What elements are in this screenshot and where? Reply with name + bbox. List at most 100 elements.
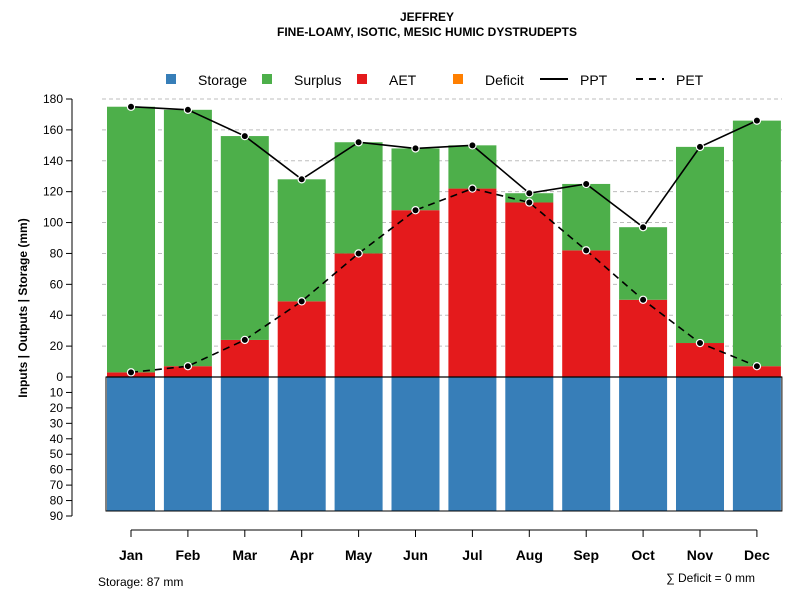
storage-bar <box>107 377 155 512</box>
lines <box>126 102 762 377</box>
legend-swatch <box>357 74 367 84</box>
y-tick-label: 40 <box>50 432 64 446</box>
pet-line-point <box>752 361 762 371</box>
chart-subtitle: FINE-LOAMY, ISOTIC, MESIC HUMIC DYSTRUDE… <box>277 25 577 39</box>
ppt-line-point <box>638 222 648 232</box>
storage-bar <box>277 377 326 512</box>
surplus-bar <box>619 227 668 300</box>
bars <box>107 106 781 512</box>
y-tick-label: 120 <box>43 185 63 199</box>
x-tick-label: Jan <box>119 547 143 563</box>
x-tick-label: Jun <box>403 547 428 563</box>
surplus-bar <box>676 146 724 344</box>
aet-bar <box>220 339 269 377</box>
ppt-line-point <box>695 142 705 152</box>
aet-bar <box>562 250 611 377</box>
y-tick-label: 100 <box>43 216 63 230</box>
y-tick-label: 20 <box>50 401 64 415</box>
aet-bar <box>391 210 440 377</box>
y-axis-label: Inputs | Outputs | Storage (mm) <box>16 218 30 397</box>
legend-label: PPT <box>580 72 608 88</box>
chart-title: JEFFREY <box>400 10 454 24</box>
surplus-bar <box>107 106 155 373</box>
storage-bar <box>163 377 212 512</box>
y-tick-label: 10 <box>50 385 64 399</box>
storage-bar <box>505 377 554 512</box>
ppt-line-point <box>183 105 193 115</box>
ppt-line-point <box>411 144 420 153</box>
aet-bar <box>619 299 668 377</box>
pet-line-point <box>638 295 648 304</box>
pet-line-point <box>297 297 306 306</box>
y-tick-label: 70 <box>50 478 64 492</box>
y-tick-label: 180 <box>43 92 63 106</box>
ppt-line-point <box>468 141 477 150</box>
legend-swatch <box>166 74 176 84</box>
ppt-line-point <box>240 131 249 141</box>
x-tick-label: Apr <box>290 547 315 563</box>
x-tick-label: Aug <box>516 547 543 563</box>
surplus-bar <box>505 193 554 203</box>
aet-bar <box>505 202 554 377</box>
ppt-line <box>130 105 758 229</box>
surplus-bar <box>220 136 269 340</box>
pet-line <box>130 187 758 374</box>
surplus-bar <box>391 148 440 211</box>
storage-bar <box>220 377 269 512</box>
y-tick-label: 90 <box>50 509 64 523</box>
y-tick-label: 30 <box>50 416 64 430</box>
storage-bar <box>391 377 440 512</box>
legend-label: Deficit <box>485 72 524 88</box>
pet-line-point <box>582 246 591 255</box>
pet-line-point <box>468 184 477 193</box>
y-tick-label: 60 <box>50 277 64 291</box>
ppt-line-point <box>525 189 534 198</box>
y-tick-label: 160 <box>43 123 63 137</box>
aet-bar <box>732 366 781 377</box>
y-tick-label: 0 <box>56 370 63 384</box>
ppt-line-point <box>582 179 591 189</box>
x-tick-label: Mar <box>232 547 257 563</box>
storage-note: Storage: 87 mm <box>98 575 183 589</box>
y-tick-label: 60 <box>50 463 64 477</box>
y-tick-label: 50 <box>50 447 64 461</box>
legend-label: Surplus <box>294 72 341 88</box>
legend-swatch <box>453 74 463 84</box>
storage-bar <box>676 377 724 512</box>
ppt-line-point <box>354 138 363 147</box>
x-tick-label: Dec <box>744 547 770 563</box>
legend-label: PET <box>676 72 704 88</box>
pet-line-point <box>411 205 420 215</box>
storage-bar <box>334 377 383 512</box>
legend-label: Storage <box>198 72 247 88</box>
pet-line-point <box>240 335 249 345</box>
legend: Storage Surplus AET Deficit PPT PET <box>166 72 704 88</box>
surplus-bar <box>334 142 383 254</box>
gridlines <box>102 98 782 347</box>
aet-bar <box>334 253 383 377</box>
storage-bar <box>732 377 781 512</box>
pet-line-point <box>126 368 136 377</box>
storage-bar <box>562 377 611 512</box>
storage-bar <box>619 377 668 512</box>
ppt-line-point <box>297 175 306 184</box>
x-tick-label: Jul <box>462 547 482 563</box>
pet-line-point <box>695 338 705 348</box>
surplus-bar <box>562 183 611 251</box>
x-tick-label: May <box>345 547 372 563</box>
legend-label: AET <box>389 72 417 88</box>
pet-line-point <box>183 361 193 371</box>
legend-swatch <box>262 74 272 84</box>
y-tick-label: 80 <box>50 494 64 508</box>
y-tick-label: 80 <box>50 246 64 260</box>
ppt-line-point <box>126 102 136 111</box>
deficit-note: ∑ Deficit = 0 mm <box>666 571 755 585</box>
axes: 1801601401201008060402001020304050607080… <box>43 92 783 563</box>
y-tick-label: 20 <box>50 339 64 353</box>
y-tick-label: 40 <box>50 308 64 322</box>
aet-bar <box>676 343 724 377</box>
aet-bar <box>163 366 212 377</box>
aet-bar <box>277 301 326 377</box>
x-tick-label: Oct <box>631 547 655 563</box>
